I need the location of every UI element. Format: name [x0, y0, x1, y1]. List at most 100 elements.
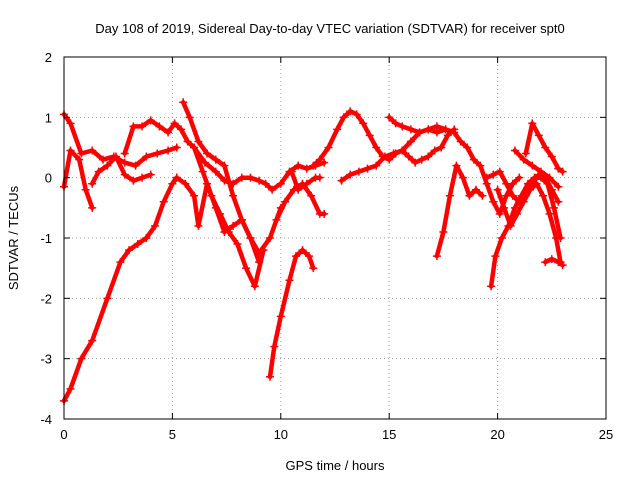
data-point: [404, 152, 413, 161]
data-point: [539, 191, 548, 200]
data-point: [521, 149, 530, 158]
data-point: [346, 107, 355, 116]
data-point: [545, 173, 554, 182]
series-trail: [61, 175, 179, 404]
data-point: [125, 246, 134, 255]
data-point: [268, 185, 277, 194]
data-point: [298, 246, 307, 255]
data-point: [471, 185, 480, 194]
data-point: [398, 122, 407, 131]
data-point: [272, 215, 281, 224]
data-point: [103, 161, 112, 170]
data-point: [500, 203, 509, 212]
data-point: [333, 125, 342, 134]
data-point: [120, 170, 129, 179]
data-point: [81, 185, 90, 194]
x-tick-label: 0: [60, 427, 67, 442]
data-point: [146, 170, 155, 179]
data-point: [170, 119, 179, 128]
series-trail: [434, 163, 485, 259]
data-point: [411, 158, 420, 167]
data-point: [528, 119, 537, 128]
data-point: [549, 203, 558, 212]
y-tick-label: -4: [40, 412, 52, 427]
x-tick-label: 20: [490, 427, 504, 442]
data-point: [224, 227, 233, 236]
data-point: [237, 215, 246, 224]
series-track-2: [172, 173, 264, 267]
data-point: [415, 128, 424, 137]
data-point: [465, 191, 474, 200]
data-point: [506, 221, 515, 230]
data-point: [406, 125, 415, 134]
data-point: [153, 149, 162, 158]
data-point: [456, 137, 465, 146]
data-point: [489, 197, 498, 206]
data-point: [478, 191, 487, 200]
data-point: [443, 131, 452, 140]
data-point: [315, 173, 324, 182]
data-point: [320, 158, 329, 167]
series-track-15: [432, 161, 487, 261]
data-point: [120, 149, 129, 158]
data-point: [131, 161, 140, 170]
data-point: [430, 146, 439, 155]
data-point: [168, 179, 177, 188]
data-point: [424, 152, 433, 161]
data-point: [142, 152, 151, 161]
data-point: [203, 149, 212, 158]
series-trail: [61, 112, 179, 168]
data-point: [309, 264, 318, 273]
data-point: [142, 234, 151, 242]
data-point: [77, 149, 86, 158]
data-point: [164, 146, 173, 155]
data-point: [237, 173, 246, 182]
data-point: [276, 312, 285, 321]
data-point: [513, 209, 522, 218]
x-tick-label: 25: [599, 427, 613, 442]
y-tick-label: 0: [45, 171, 52, 186]
data-point: [200, 158, 209, 167]
data-point: [138, 122, 147, 131]
data-point: [519, 197, 528, 206]
data-point: [75, 155, 84, 164]
data-point: [116, 258, 125, 267]
data-point: [255, 176, 264, 185]
data-point: [508, 191, 517, 200]
data-point: [281, 197, 290, 206]
x-axis-label: GPS time / hours: [286, 458, 385, 473]
data-point: [194, 221, 203, 230]
data-point: [352, 110, 361, 119]
y-tick-label: -2: [40, 291, 52, 306]
data-point: [190, 191, 199, 200]
data-point: [424, 125, 433, 134]
data-point: [151, 221, 160, 230]
data-point: [441, 125, 450, 134]
data-point: [497, 234, 506, 242]
data-point: [476, 161, 485, 170]
data-point: [164, 128, 173, 137]
series-track-19: [521, 119, 567, 176]
data-point: [365, 131, 374, 140]
data-point: [554, 197, 563, 206]
data-point: [133, 240, 142, 249]
data-point: [211, 167, 220, 176]
data-point: [541, 258, 550, 267]
data-point: [437, 143, 446, 152]
data-point: [88, 203, 97, 212]
series-track-1: [60, 173, 181, 405]
data-point: [66, 146, 75, 155]
data-point: [558, 167, 567, 176]
data-point: [287, 167, 296, 176]
data-point: [532, 179, 541, 188]
data-point: [307, 191, 316, 200]
series-track-11: [287, 167, 324, 194]
data-point: [385, 113, 394, 122]
data-point: [183, 137, 192, 146]
data-point: [554, 164, 563, 173]
data-point: [302, 164, 311, 173]
data-point: [211, 155, 220, 164]
data-point: [495, 167, 504, 176]
data-point: [220, 161, 229, 170]
data-point: [339, 113, 348, 122]
